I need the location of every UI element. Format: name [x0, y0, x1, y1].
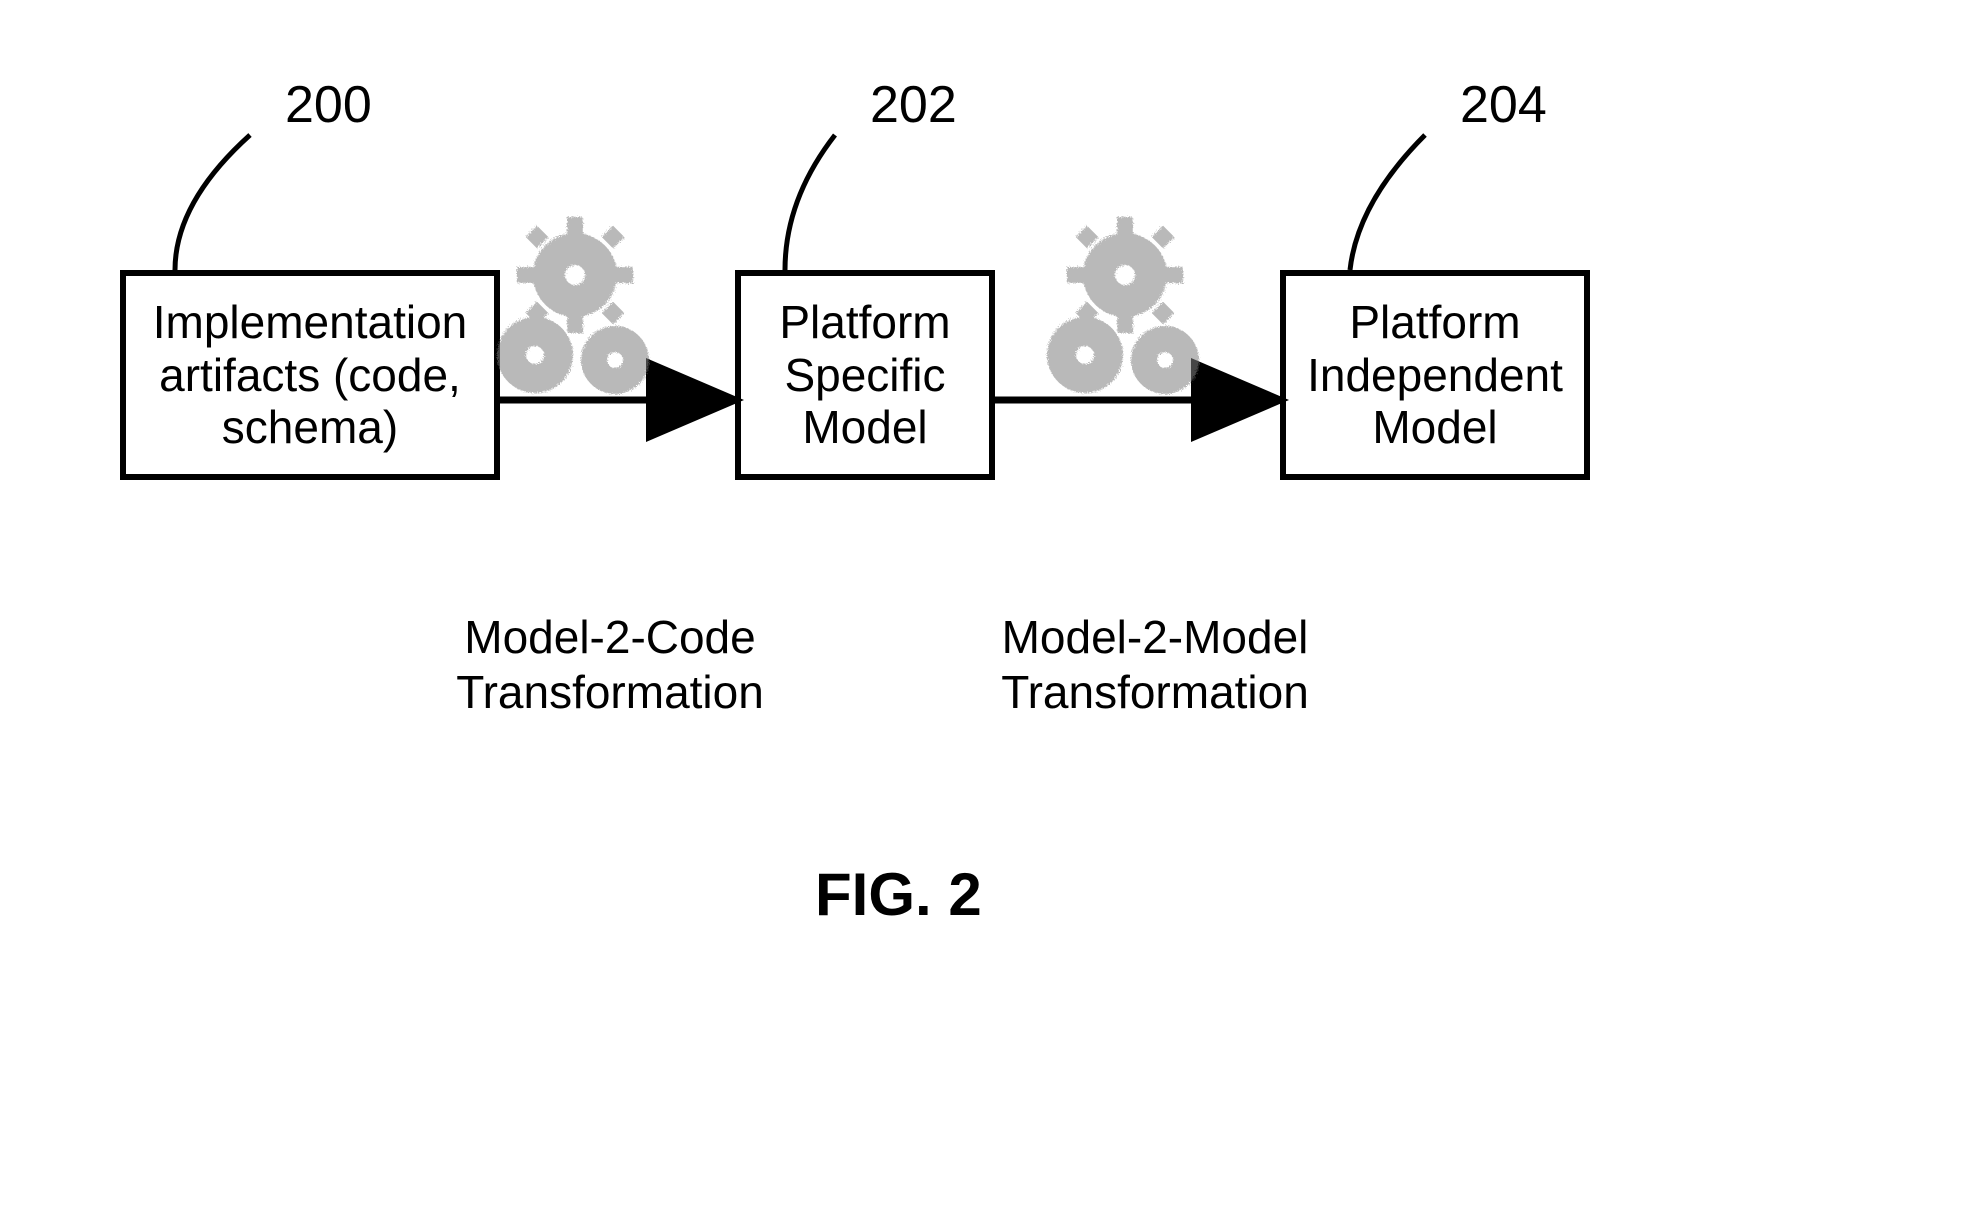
figure-label: FIG. 2: [815, 860, 982, 929]
ref-202: 202: [870, 75, 957, 135]
edge-caption-m2m: Model-2-Model Transformation: [965, 610, 1345, 720]
edge-caption-m2c: Model-2-Code Transformation: [430, 610, 790, 720]
gears-icon: [1047, 217, 1199, 394]
node-platform-specific-model: Platform Specific Model: [735, 270, 995, 480]
gears-icon: [497, 217, 649, 394]
node-platform-independent-model: Platform Independent Model: [1280, 270, 1590, 480]
node-label: Platform Independent Model: [1296, 296, 1574, 455]
diagram-overlay: [0, 0, 1981, 1209]
leader-204: [1350, 135, 1425, 270]
ref-204: 204: [1460, 75, 1547, 135]
ref-200: 200: [285, 75, 372, 135]
leader-202: [785, 135, 835, 270]
leader-200: [175, 135, 250, 270]
node-implementation-artifacts: Implementation artifacts (code, schema): [120, 270, 500, 480]
node-label: Platform Specific Model: [751, 296, 979, 455]
figure-canvas: { "figure": { "label": "FIG. 2", "type":…: [0, 0, 1981, 1209]
node-label: Implementation artifacts (code, schema): [136, 296, 484, 455]
